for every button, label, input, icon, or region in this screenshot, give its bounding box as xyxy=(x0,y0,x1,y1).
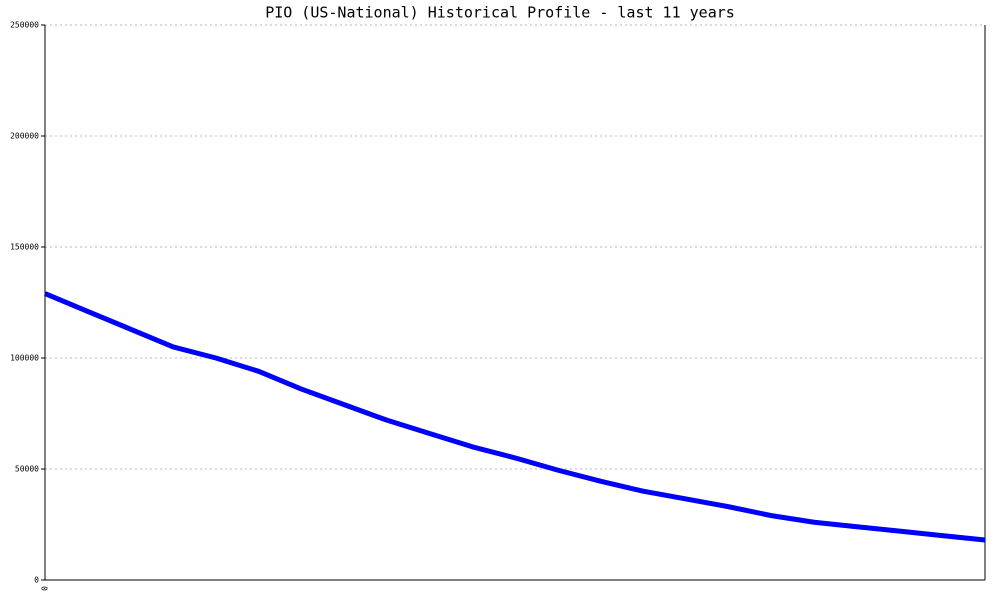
x-tick-label: 0 xyxy=(41,586,50,591)
y-tick-label: 200000 xyxy=(10,132,39,141)
y-tick-label: 100000 xyxy=(10,354,39,363)
y-tick-label: 50000 xyxy=(15,465,39,474)
y-tick-label: 150000 xyxy=(10,243,39,252)
y-tick-label: 0 xyxy=(34,576,39,585)
chart-title: PIO (US-National) Historical Profile - l… xyxy=(265,4,735,22)
y-tick-label: 250000 xyxy=(10,21,39,30)
data-line xyxy=(44,291,986,543)
